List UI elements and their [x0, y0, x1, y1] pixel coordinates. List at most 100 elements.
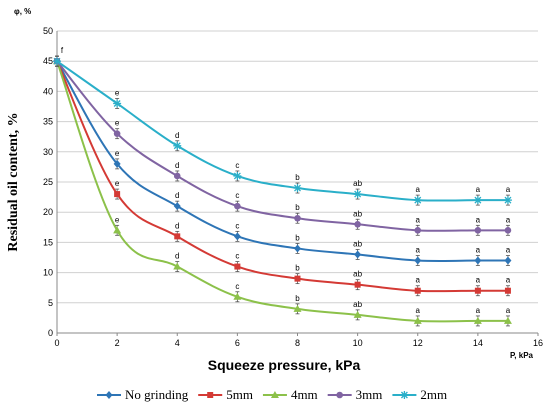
- legend-item: 4mm: [262, 387, 318, 402]
- marker-stroke: [504, 196, 512, 204]
- significance-label: c: [235, 191, 239, 200]
- significance-label: e: [115, 179, 120, 188]
- y-tick-label: 15: [43, 237, 53, 247]
- y-tick-label: 0: [48, 328, 53, 338]
- marker-stroke: [294, 184, 301, 192]
- data-point: [174, 233, 181, 240]
- significance-label: c: [235, 252, 239, 261]
- significance-label: a: [416, 246, 421, 255]
- y-tick-label: 35: [43, 117, 53, 127]
- significance-label: ab: [353, 239, 362, 248]
- data-point: [336, 391, 343, 399]
- y-tick-label: 30: [43, 147, 53, 157]
- significance-label: b: [295, 233, 300, 242]
- y-tick-label: 10: [43, 268, 53, 278]
- data-point: [173, 202, 181, 211]
- x-tick-label: 2: [115, 338, 120, 348]
- significance-label: a: [476, 276, 481, 285]
- significance-label: a: [416, 306, 421, 315]
- legend-label: No grinding: [125, 387, 189, 402]
- series-line: [56, 60, 508, 323]
- axes: [56, 31, 539, 336]
- data-point: [474, 287, 481, 294]
- data-point: [400, 391, 409, 399]
- data-point: [474, 227, 482, 234]
- significance-label: e: [115, 149, 120, 158]
- data-point: [270, 391, 279, 398]
- significance-label: a: [506, 306, 511, 315]
- y-axis-title: Residual oil content, %: [6, 112, 21, 251]
- legend-item: No grinding: [97, 387, 189, 402]
- y-tick-label: 45: [43, 56, 53, 66]
- x-tick-label: 10: [353, 338, 363, 348]
- data-point: [473, 196, 482, 205]
- significance-label: a: [506, 215, 511, 224]
- data-point: [354, 281, 361, 288]
- series-no-grinding: [53, 55, 512, 266]
- significance-label: b: [295, 264, 300, 273]
- significance-label: c: [235, 221, 239, 230]
- legend-item: 2mm: [392, 387, 447, 402]
- data-point: [173, 262, 182, 270]
- data-point: [354, 250, 362, 259]
- data-point: [233, 292, 242, 300]
- marker-stroke: [233, 172, 241, 180]
- marker-stroke: [173, 142, 181, 150]
- x-axis-title: Squeeze pressure, kPa: [208, 357, 361, 373]
- series-3mm: [53, 55, 512, 236]
- legend-label: 4mm: [291, 387, 318, 402]
- data-point: [353, 190, 362, 199]
- data-point: [233, 232, 241, 241]
- data-point: [413, 316, 422, 324]
- data-point: [53, 57, 61, 66]
- significance-label: e: [115, 215, 120, 224]
- y-tick-label: 40: [43, 86, 53, 96]
- legend: No grinding 5mm 4mm 3mm 2mm: [97, 387, 447, 402]
- data-point: [234, 202, 241, 210]
- significance-label: a: [416, 276, 421, 285]
- data-point: [503, 316, 512, 324]
- legend-item: 3mm: [327, 387, 383, 402]
- data-point: [414, 287, 421, 294]
- annotations: f e e e e e d d d d d c c c c c b b b b b ab ab ab ab ab a a a a a a a a a…: [61, 46, 511, 315]
- data-point: [294, 275, 301, 282]
- significance-label: c: [235, 161, 239, 170]
- data-point: [294, 214, 301, 222]
- significance-label: a: [506, 246, 511, 255]
- y-unit-label: φ, %: [14, 7, 31, 16]
- marker-stroke: [53, 57, 61, 65]
- significance-label: e: [115, 88, 120, 97]
- data-point: [113, 159, 121, 168]
- significance-label: a: [506, 185, 511, 194]
- data-point: [474, 256, 482, 265]
- significance-label: a: [476, 185, 481, 194]
- data-point: [353, 310, 362, 318]
- data-point: [413, 196, 422, 205]
- data-point: [113, 99, 122, 108]
- data-point: [414, 227, 422, 234]
- data-point: [105, 391, 113, 399]
- marker-stroke: [414, 196, 422, 204]
- series-2mm: [53, 55, 512, 206]
- legend-label: 2mm: [420, 387, 447, 402]
- series-line: [56, 60, 508, 232]
- data-point: [504, 227, 512, 234]
- marker-stroke: [474, 196, 482, 204]
- data-point: [173, 172, 181, 180]
- data-point: [504, 287, 511, 294]
- legend-label: 3mm: [356, 387, 383, 402]
- significance-label: b: [295, 173, 300, 182]
- significance-label: b: [295, 294, 300, 303]
- data-point: [293, 304, 302, 312]
- significance-label: e: [115, 119, 120, 128]
- data-point: [293, 184, 302, 193]
- y-tick-label: 5: [48, 298, 53, 308]
- data-point: [354, 220, 361, 228]
- data-point: [113, 130, 121, 137]
- x-tick-label: 8: [295, 338, 300, 348]
- series-line: [56, 60, 508, 202]
- significance-label: a: [476, 246, 481, 255]
- plot-area: [53, 55, 512, 327]
- data-point: [114, 191, 121, 198]
- significance-label: a: [506, 276, 511, 285]
